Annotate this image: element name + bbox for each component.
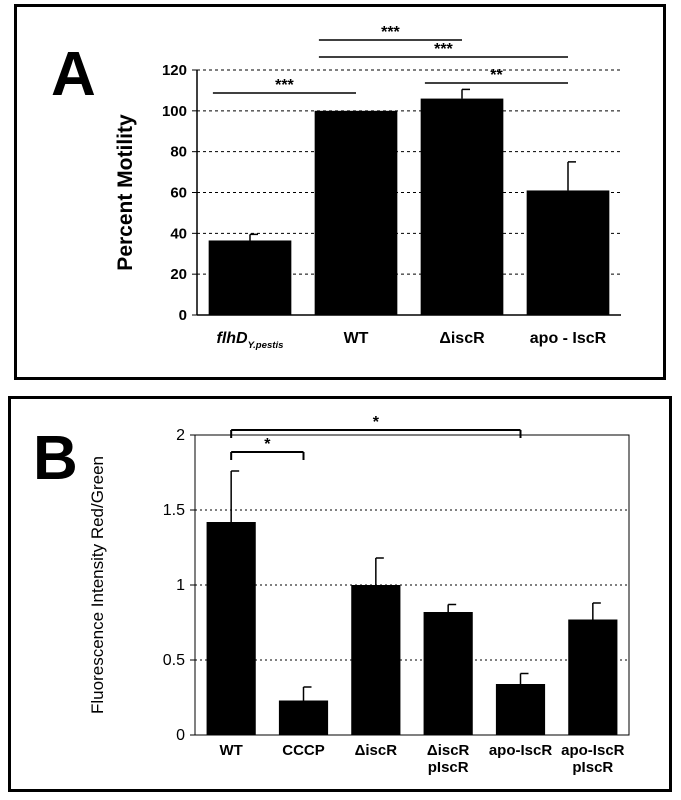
- panel-a: A 0 20 40 60 80 100 120 Percent Motility flhDY.pe…: [14, 4, 666, 380]
- y-tick-label: 1: [176, 577, 185, 594]
- chart-a: A 0 20 40 60 80 100 120 Percent Motility flhDY.pe…: [51, 24, 621, 351]
- x-tick-label: apo - IscR: [530, 330, 607, 347]
- x-tick-label-main: WT: [344, 330, 369, 347]
- bar: [314, 110, 398, 315]
- y-tick-label: 60: [170, 185, 187, 202]
- y-tick-label: 20: [170, 266, 187, 283]
- x-tick-label-subscript: Y.pestis: [248, 340, 284, 351]
- y-tick-label: 0: [176, 727, 185, 744]
- x-tick-label: apo-IscR: [489, 742, 553, 759]
- y-tick-label: 0: [179, 307, 187, 324]
- x-tick-label-main: apo-IscR: [489, 742, 553, 759]
- significance-label: ***: [434, 41, 453, 58]
- x-tick-label: apo-IscR: [561, 742, 625, 759]
- y-tick-label: 2: [176, 427, 185, 444]
- y-tick-label: 80: [170, 144, 187, 161]
- x-tick-label: ΔiscR: [355, 742, 398, 759]
- bar: [495, 684, 546, 735]
- significance-label: ***: [275, 77, 294, 94]
- x-tick-label: ΔiscR: [439, 330, 485, 347]
- bar: [420, 98, 504, 315]
- y-tick-label: 0.5: [163, 652, 185, 669]
- bar: [423, 612, 473, 735]
- bar: [568, 619, 618, 735]
- x-tick-label-main: ΔiscR: [427, 742, 470, 759]
- x-tick-label-line2: pIscR: [428, 759, 469, 776]
- x-tick-label-main: apo-IscR: [561, 742, 625, 759]
- y-tick-label: 1.5: [163, 502, 185, 519]
- x-tick-label: ΔiscR: [427, 742, 470, 759]
- bar: [206, 522, 256, 735]
- x-tick-label-main: apo - IscR: [530, 330, 607, 347]
- x-tick-label-main: flhD: [216, 330, 248, 347]
- significance-label: *: [264, 436, 271, 453]
- significance-label: *: [373, 414, 380, 431]
- y-tick-label: 40: [170, 225, 187, 242]
- y-tick-label: 120: [162, 62, 187, 79]
- x-tick-label: WT: [344, 330, 369, 347]
- chart-b: B 0 0.5 1 1.5 2 Fluorescence Intensity Red/Gre…: [33, 414, 630, 776]
- bar: [278, 700, 329, 735]
- x-tick-label: CCCP: [282, 742, 325, 759]
- panel-letter: B: [33, 424, 78, 493]
- y-axis-label: Percent Motility: [114, 114, 137, 271]
- y-axis-label: Fluorescence Intensity Red/Green: [88, 456, 107, 714]
- x-tick-label: flhDY.pestis: [216, 330, 283, 351]
- panel-b: B 0 0.5 1 1.5 2 Fluorescence Intensity Red/Gre…: [8, 396, 672, 792]
- x-tick-label-main: CCCP: [282, 742, 325, 759]
- y-tick-label: 100: [162, 103, 187, 120]
- significance-label: ***: [381, 24, 400, 41]
- x-tick-label-main: WT: [220, 742, 243, 759]
- x-tick-label-line2: pIscR: [572, 759, 613, 776]
- bar: [208, 240, 292, 315]
- x-tick-label-main: ΔiscR: [439, 330, 485, 347]
- bar: [526, 190, 610, 315]
- significance-label: **: [490, 67, 503, 84]
- panel-letter: A: [51, 40, 96, 109]
- x-tick-label-main: ΔiscR: [355, 742, 398, 759]
- bar: [351, 585, 401, 735]
- x-tick-label: WT: [220, 742, 243, 759]
